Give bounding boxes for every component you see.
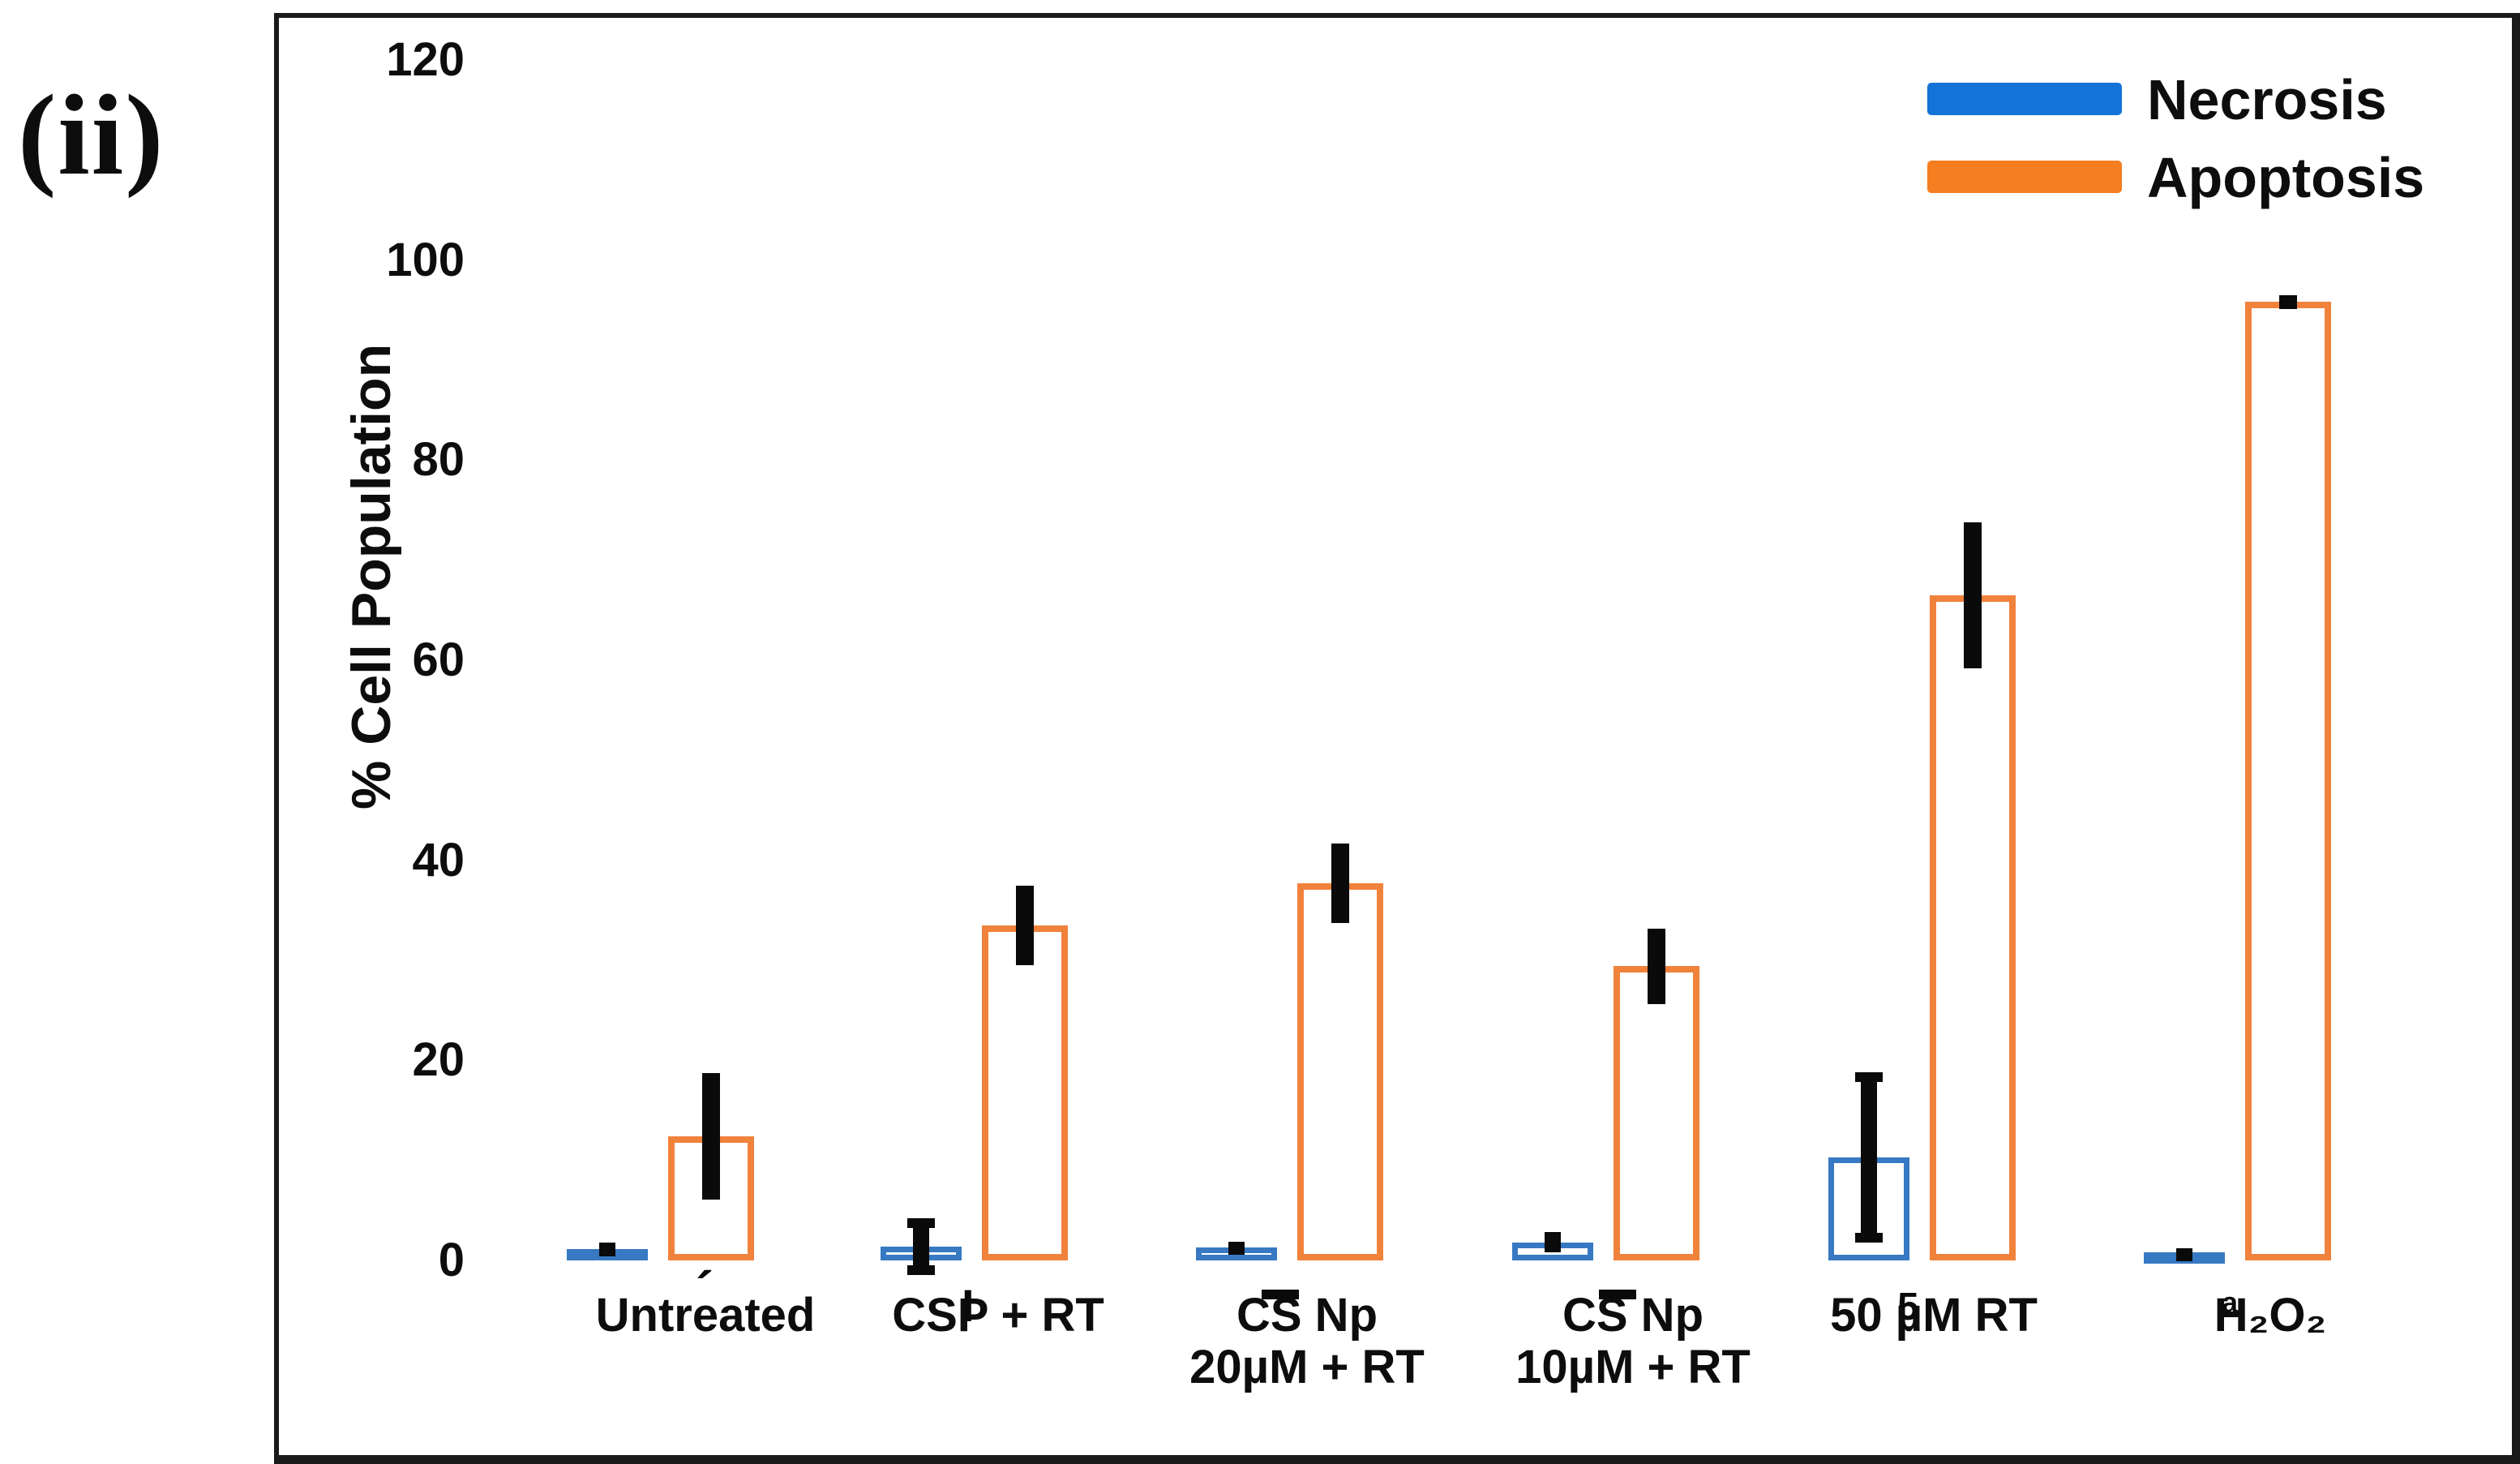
x-category-label-line: CSP + RT	[892, 1289, 1104, 1342]
artifact-mark-1: I	[962, 1280, 975, 1331]
error-bar-necrosis-5	[2176, 1248, 2192, 1262]
artifact-mark-4: 5	[1897, 1286, 1919, 1329]
y-tick-label-100: 100	[386, 233, 465, 286]
x-category-label-line: H₂O₂	[2214, 1289, 2327, 1342]
error-cap-bottom-necrosis-4	[1855, 1233, 1883, 1243]
x-category-label-line: Untreated	[595, 1289, 816, 1342]
artifact-mark-5: a	[2222, 1286, 2239, 1319]
error-bar-apoptosis-2	[1331, 843, 1349, 924]
x-category-label-line: 10µM + RT	[1515, 1341, 1751, 1393]
bar-apoptosis-5	[2245, 302, 2331, 1260]
error-bar-apoptosis-4	[1964, 522, 1982, 668]
x-category-label-2: CS Np 20µM + RT	[1096, 1290, 1518, 1393]
x-category-label-4: 50 µM RT	[1723, 1290, 2145, 1342]
chart-frame	[274, 13, 2520, 1464]
error-bar-necrosis-1	[913, 1221, 929, 1272]
error-bar-apoptosis-1	[1016, 885, 1034, 966]
error-bar-necrosis-4	[1861, 1075, 1877, 1240]
y-tick-label-40: 40	[412, 833, 465, 887]
error-cap-top-necrosis-1	[907, 1217, 935, 1228]
y-tick-label-0: 0	[438, 1234, 465, 1286]
error-bar-apoptosis-3	[1648, 928, 1665, 1005]
legend-swatch-necrosis	[1927, 83, 2122, 115]
error-bar-apoptosis-0	[702, 1073, 720, 1200]
x-category-label-line: 50 µM RT	[1830, 1289, 2038, 1342]
x-category-label-3: CS Np 10µM + RT	[1422, 1290, 1844, 1393]
y-axis-title: % Cell Population	[315, 312, 420, 831]
y-tick-label-80: 80	[412, 433, 465, 487]
x-category-label-5: H₂O₂	[2059, 1290, 2481, 1342]
error-bar-necrosis-3	[1545, 1232, 1561, 1253]
error-bar-necrosis-2	[1228, 1241, 1245, 1255]
bar-apoptosis-2	[1297, 883, 1383, 1260]
y-tick-label-20: 20	[412, 1033, 465, 1087]
legend-swatch-apoptosis	[1927, 161, 2122, 193]
error-bar-necrosis-0	[599, 1242, 615, 1257]
figure-panel-label: (ii)	[18, 71, 165, 199]
y-tick-label-60: 60	[412, 633, 465, 687]
error-bar-apoptosis-5	[2279, 294, 2297, 310]
error-cap-bottom-necrosis-1	[907, 1264, 935, 1275]
x-category-label-0: Untreated	[495, 1290, 916, 1342]
legend-label-apoptosis: Apoptosis	[2147, 146, 2425, 209]
y-tick-label-120: 120	[386, 33, 465, 87]
artifact-mark-0: ´	[696, 1260, 714, 1320]
error-cap-top-necrosis-4	[1855, 1071, 1883, 1082]
x-category-label-line: CS Np	[1236, 1289, 1378, 1342]
y-axis-title-text: % Cell Population	[341, 343, 402, 810]
artifact-mark-3	[1599, 1290, 1636, 1299]
artifact-mark-2	[1262, 1290, 1299, 1299]
bar-apoptosis-4	[1930, 595, 2016, 1260]
bar-apoptosis-3	[1614, 966, 1699, 1260]
x-category-label-1: CSP + RT	[787, 1290, 1209, 1342]
bar-apoptosis-1	[982, 925, 1068, 1260]
legend-label-necrosis: Necrosis	[2147, 68, 2387, 131]
x-category-label-line: 20µM + RT	[1189, 1341, 1425, 1393]
